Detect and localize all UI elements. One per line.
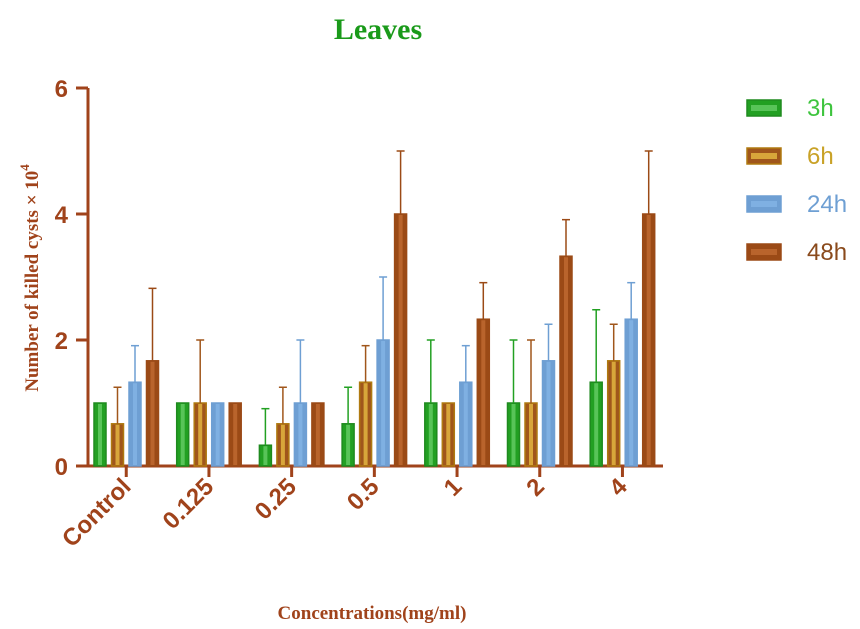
bar-inner: [646, 215, 651, 465]
y-axis-title: Number of killed cysts × 104: [17, 164, 43, 392]
x-axis-title: Concentrations(mg/ml): [278, 603, 467, 624]
bar-24h-2: [541, 323, 556, 467]
bar-inner: [428, 404, 433, 465]
plot-area: 0 2 4 6 Control 0.125 0.25 0.5 1 2 4: [55, 76, 663, 553]
bar-48h-0.125: [228, 402, 242, 467]
y-tick-label: 0: [55, 454, 68, 481]
legend-label: 24h: [807, 191, 847, 218]
bar-inner: [98, 404, 102, 465]
bar-inner: [594, 383, 599, 465]
bar-3h-0.125: [175, 402, 190, 467]
bar-24h-1: [459, 344, 473, 467]
legend-item-3h: 3h: [746, 95, 834, 122]
bar-inner: [611, 361, 616, 465]
legend-label: 6h: [807, 143, 834, 170]
legend-label: 48h: [807, 239, 847, 266]
bar-inner: [446, 404, 451, 465]
bar-6h-Control: [110, 386, 125, 467]
bar-inner: [546, 361, 551, 465]
bar-inner: [133, 383, 137, 465]
y-tick-label: 2: [55, 328, 68, 355]
legend-swatch-inner: [751, 249, 777, 255]
legend: 3h 6h 24h 48h: [746, 95, 847, 266]
bar-inner: [315, 404, 320, 465]
bar-inner: [629, 320, 634, 465]
y-tick-label: 4: [55, 202, 69, 229]
bar-6h-0.5: [358, 344, 373, 467]
bar-inner: [280, 424, 285, 465]
bar-inner: [398, 215, 403, 465]
legend-swatch-inner: [751, 153, 777, 159]
legend-item-48h: 48h: [746, 239, 847, 266]
bar-6h-0.25: [276, 386, 290, 467]
bar-inner: [463, 383, 468, 465]
bar-inner: [298, 404, 303, 465]
y-axis-title-main: Number of killed cysts × 10: [22, 171, 43, 392]
bar-24h-0.5: [376, 276, 390, 467]
bar-inner: [115, 424, 120, 465]
bar-inner: [233, 404, 238, 465]
bar-3h-0.25: [258, 407, 273, 467]
bar-inner: [150, 361, 155, 465]
bar-inner: [198, 404, 203, 465]
x-tick-label: 4: [604, 473, 633, 502]
bar-inner: [511, 404, 516, 465]
bar-inner: [346, 424, 351, 465]
bar-inner: [529, 404, 533, 465]
bar-inner: [263, 446, 268, 465]
bar-48h-0.5: [393, 150, 408, 467]
bar-48h-1: [476, 281, 491, 467]
bar-48h-Control: [145, 287, 160, 467]
bar-24h-0.125: [210, 402, 225, 467]
y-tick-label: 6: [55, 76, 68, 103]
bar-3h-Control: [93, 402, 107, 467]
bar-3h-1: [424, 339, 438, 467]
legend-label: 3h: [807, 95, 834, 122]
legend-swatch-inner: [751, 105, 777, 111]
bar-48h-2: [559, 218, 573, 467]
chart-title: Leaves: [334, 13, 422, 46]
bar-48h-4: [641, 150, 656, 467]
bar-inner: [481, 320, 486, 465]
bar-3h-0.5: [341, 386, 355, 467]
x-tick-label: 0.5: [342, 473, 385, 516]
bar-3h-2: [506, 339, 521, 467]
bar-48h-0.25: [311, 402, 325, 467]
bar-inner: [180, 404, 185, 465]
y-axis-title-exponent: 4: [17, 164, 32, 171]
bar-6h-4: [606, 323, 621, 467]
legend-item-24h: 24h: [746, 191, 847, 218]
bar-6h-2: [524, 339, 538, 467]
bar-24h-4: [624, 281, 638, 467]
bar-6h-1: [441, 402, 456, 467]
bar-inner: [381, 341, 386, 465]
legend-item-6h: 6h: [746, 143, 834, 170]
legend-swatch-inner: [751, 201, 777, 207]
x-tick-label: 2: [521, 473, 550, 502]
x-tick-label: Control: [57, 473, 136, 552]
bar-inner: [363, 383, 368, 465]
bar-24h-Control: [128, 344, 142, 467]
bar-24h-0.25: [293, 339, 308, 467]
bar-6h-0.125: [193, 339, 207, 467]
x-tick-label: 0.125: [158, 473, 220, 535]
x-tick-label: 0.25: [250, 473, 302, 525]
x-tick-label: 1: [439, 473, 468, 502]
bar-inner: [564, 257, 568, 465]
bar-inner: [215, 404, 220, 465]
bar-3h-4: [589, 309, 603, 467]
